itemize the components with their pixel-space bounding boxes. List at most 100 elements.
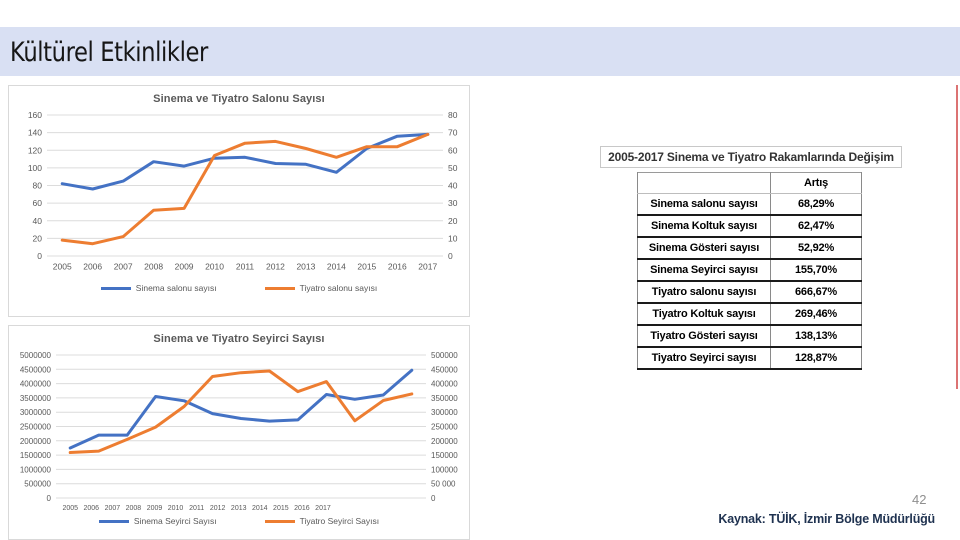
- table-row-label: Tiyatro Gösteri sayısı: [637, 325, 771, 348]
- x-axis-tick: 2007: [114, 262, 133, 272]
- table-row: Tiyatro Gösteri sayısı 138,13%: [637, 325, 862, 348]
- change-table: Artış Sinema salonu sayısı 68,29% Sinema Ko…: [637, 172, 862, 370]
- table-row-value: 269,46%: [770, 303, 862, 326]
- right-axis-tick: 60: [448, 145, 458, 155]
- x-axis-tick: 2017: [418, 262, 437, 272]
- right-axis-tick: 50 000: [431, 480, 456, 489]
- table-row-value: 68,29%: [770, 193, 862, 216]
- table-row-value: 666,67%: [770, 281, 862, 304]
- x-axis-tick: 2013: [231, 505, 247, 512]
- left-axis-tick: 1500000: [20, 451, 52, 460]
- left-axis-tick: 160: [28, 110, 42, 120]
- table-row: Tiyatro Seyirci sayısı 128,87%: [637, 347, 862, 370]
- table-row-label: Sinema salonu sayısı: [637, 193, 771, 216]
- change-table-body: Artış Sinema salonu sayısı 68,29% Sinema Ko…: [637, 172, 862, 370]
- right-axis-tick: 50: [448, 163, 458, 173]
- x-axis-tick: 2005: [62, 505, 78, 512]
- series-line: [60, 132, 430, 191]
- page-number: 42: [912, 492, 927, 507]
- table-header-artis: Artış: [770, 172, 862, 194]
- halls-chart-panel: Sinema ve Tiyatro Salonu Sayısı 160 80 140…: [8, 85, 470, 317]
- table-header-empty: [637, 172, 771, 194]
- left-axis-tick: 100: [28, 163, 42, 173]
- x-axis-tick: 2012: [266, 262, 285, 272]
- x-axis-tick: 2011: [189, 505, 204, 512]
- left-axis-tick: 1000000: [20, 465, 52, 474]
- left-axis-tick: 4500000: [20, 365, 52, 374]
- legend-item: Tiyatro salonu sayısı: [264, 283, 378, 293]
- left-axis-tick: 4000000: [20, 380, 52, 389]
- right-axis-tick: 500000: [431, 351, 458, 360]
- x-axis-tick: 2010: [168, 505, 184, 512]
- x-axis-tick: 2014: [252, 505, 268, 512]
- legend-label: Sinema Seyirci Sayısı: [133, 516, 217, 526]
- right-axis-tick: 80: [448, 110, 458, 120]
- table-row: Tiyatro Koltuk sayısı 269,46%: [637, 303, 862, 326]
- right-axis-tick: 0: [448, 251, 453, 261]
- x-axis-tick: 2016: [294, 505, 310, 512]
- table-row: Sinema Gösteri sayısı 52,92%: [637, 237, 862, 260]
- halls-chart-legend: Sinema salonu sayısı Tiyatro salonu sayıs…: [9, 283, 469, 293]
- table-header-row: Artış: [637, 172, 862, 194]
- legend-label: Tiyatro salonu sayısı: [299, 283, 378, 293]
- right-axis-tick: 10: [448, 233, 458, 243]
- series-line: [60, 132, 430, 246]
- series-line: [68, 369, 414, 454]
- left-axis-tick: 0: [47, 494, 52, 503]
- right-axis-tick: 100000: [431, 465, 458, 474]
- right-axis-tick: 150000: [431, 451, 458, 460]
- x-axis-tick: 2012: [210, 505, 226, 512]
- table-row-label: Tiyatro Koltuk sayısı: [637, 303, 771, 326]
- legend-line-swatch: [264, 519, 295, 523]
- table-row-value: 138,13%: [770, 325, 862, 348]
- x-axis-tick: 2008: [126, 505, 142, 512]
- left-axis-tick: 20: [33, 233, 43, 243]
- legend-line-swatch: [100, 286, 131, 290]
- x-axis-tick: 2010: [205, 262, 224, 272]
- x-axis-tick: 2013: [296, 262, 315, 272]
- table-row-value: 52,92%: [770, 237, 862, 260]
- legend-item: Tiyatro Seyirci Sayısı: [264, 516, 379, 526]
- right-axis-tick: 300000: [431, 408, 458, 417]
- x-axis-tick: 2014: [327, 262, 346, 272]
- legend-item: Sinema salonu sayısı: [100, 283, 217, 293]
- table-row: Sinema salonu sayısı 68,29%: [637, 193, 862, 216]
- page-title: Kültürel Etkinlikler: [10, 37, 208, 68]
- x-axis-tick: 2011: [236, 262, 255, 272]
- left-axis-tick: 2500000: [20, 423, 52, 432]
- audience-chart-title: Sinema ve Tiyatro Seyirci Sayısı: [153, 333, 325, 345]
- right-axis-tick: 30: [448, 198, 458, 208]
- table-row: Sinema Koltuk sayısı 62,47%: [637, 215, 862, 238]
- legend-label: Sinema salonu sayısı: [135, 283, 217, 293]
- left-axis-tick: 60: [33, 198, 43, 208]
- table-row-label: Sinema Gösteri sayısı: [637, 237, 771, 260]
- table-row: Tiyatro salonu sayısı 666,67%: [637, 281, 862, 304]
- x-axis-tick: 2009: [147, 505, 163, 512]
- red-edge-line: [956, 85, 958, 389]
- halls-chart-title: Sinema ve Tiyatro Salonu Sayısı: [153, 93, 325, 105]
- right-axis-tick: 450000: [431, 365, 458, 374]
- right-axis-tick: 350000: [431, 394, 458, 403]
- x-axis-tick: 2009: [175, 262, 194, 272]
- right-axis-tick: 20: [448, 216, 458, 226]
- audience-chart-legend: Sinema Seyirci Sayısı Tiyatro Seyirci Say…: [9, 516, 469, 526]
- change-table-title: 2005-2017 Sinema ve Tiyatro Rakamlarında…: [600, 146, 902, 168]
- left-axis-tick: 2000000: [20, 437, 52, 446]
- source-note: Kaynak: TÜİK, İzmir Bölge Müdürlüğü: [718, 512, 935, 526]
- left-axis-tick: 500000: [24, 480, 51, 489]
- left-axis-tick: 3000000: [20, 408, 52, 417]
- x-axis-tick: 2005: [53, 262, 72, 272]
- x-axis-tick: 2016: [388, 262, 407, 272]
- right-axis-tick: 70: [448, 128, 458, 138]
- right-axis-tick: 40: [448, 181, 458, 191]
- legend-item: Sinema Seyirci Sayısı: [98, 516, 217, 526]
- x-axis-tick: 2006: [83, 262, 102, 272]
- left-axis-tick: 80: [33, 181, 43, 191]
- x-axis-tick: 2006: [84, 505, 100, 512]
- series-line: [68, 368, 414, 450]
- x-axis-tick: 2007: [105, 505, 121, 512]
- table-row-value: 155,70%: [770, 259, 862, 282]
- x-axis-tick: 2017: [315, 505, 331, 512]
- left-axis-tick: 140: [28, 128, 42, 138]
